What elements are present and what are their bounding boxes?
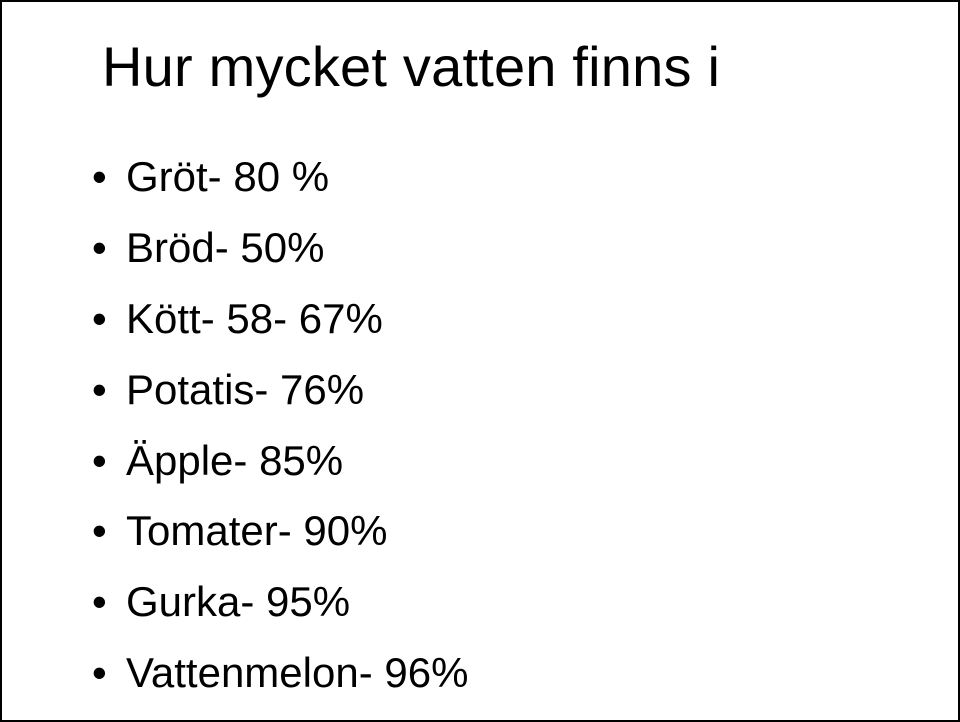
list-item: Gurka- 95% (92, 572, 918, 633)
list-item: Tomater- 90% (92, 501, 918, 562)
bullet-list: Gröt- 80 % Bröd- 50% Kött- 58- 67% Potat… (92, 147, 918, 704)
slide-frame: Hur mycket vatten finns i Gröt- 80 % Brö… (0, 0, 960, 722)
slide-title: Hur mycket vatten finns i (102, 34, 918, 99)
list-item: Gröt- 80 % (92, 147, 918, 208)
list-item: Potatis- 76% (92, 360, 918, 421)
list-item: Vattenmelon- 96% (92, 643, 918, 704)
list-item: Kött- 58- 67% (92, 289, 918, 350)
list-item: Äpple- 85% (92, 431, 918, 492)
list-item: Bröd- 50% (92, 218, 918, 279)
